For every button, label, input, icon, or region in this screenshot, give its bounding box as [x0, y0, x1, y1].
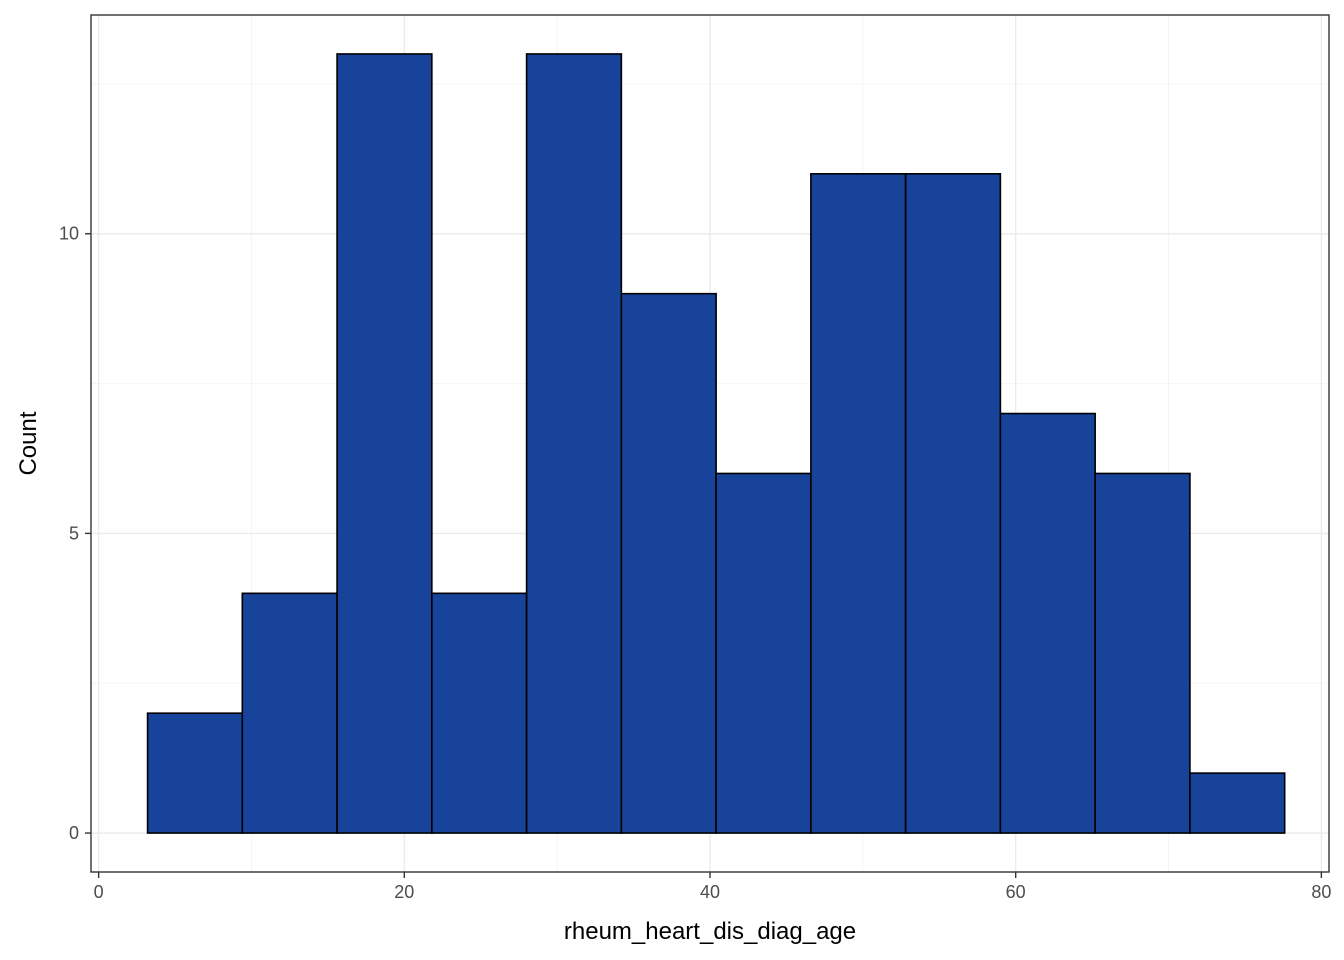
- histogram-bars: [146, 53, 1286, 834]
- histogram-bar: [810, 173, 907, 834]
- histogram-bar: [1189, 772, 1286, 834]
- histogram-bar: [999, 412, 1096, 834]
- x-axis-ticks: 0 20 40 60 80: [94, 872, 1331, 902]
- histogram-bar: [525, 53, 623, 834]
- y-tick-label: 0: [69, 823, 79, 843]
- histogram-bar: [431, 592, 528, 834]
- histogram-bar: [715, 472, 812, 834]
- x-tick-label: 40: [700, 882, 720, 902]
- histogram-bar: [146, 712, 244, 834]
- histogram-bar: [241, 592, 338, 834]
- x-tick-label: 20: [394, 882, 414, 902]
- y-tick-label: 5: [69, 523, 79, 543]
- y-axis-ticks: 0 5 10: [59, 224, 91, 843]
- x-tick-label: 0: [94, 882, 104, 902]
- histogram-bar: [1094, 472, 1191, 834]
- histogram-bar: [620, 292, 717, 834]
- histogram-bar: [904, 173, 1002, 834]
- y-axis-title: Count: [15, 411, 42, 475]
- x-tick-label: 60: [1006, 882, 1026, 902]
- y-tick-label: 10: [59, 224, 79, 244]
- x-axis-title: rheum_heart_dis_diag_age: [564, 918, 856, 945]
- x-tick-label: 80: [1311, 882, 1331, 902]
- histogram-bar: [336, 53, 433, 834]
